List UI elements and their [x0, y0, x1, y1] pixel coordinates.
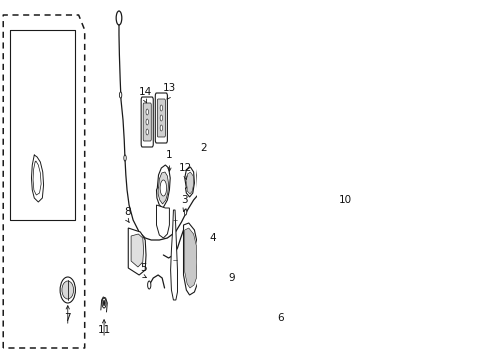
FancyBboxPatch shape [155, 93, 167, 143]
Ellipse shape [62, 281, 74, 299]
Polygon shape [158, 172, 168, 204]
Text: 6: 6 [276, 313, 283, 323]
Circle shape [261, 149, 263, 155]
Polygon shape [185, 172, 193, 194]
Text: 7: 7 [64, 313, 71, 323]
FancyBboxPatch shape [143, 103, 151, 141]
Polygon shape [278, 263, 290, 299]
Text: 4: 4 [209, 233, 215, 243]
Polygon shape [183, 223, 198, 295]
Ellipse shape [60, 277, 75, 303]
Circle shape [228, 241, 230, 245]
Polygon shape [184, 167, 194, 197]
Polygon shape [225, 223, 238, 264]
Text: 1: 1 [166, 150, 172, 160]
Polygon shape [224, 218, 240, 267]
Circle shape [209, 245, 217, 265]
Polygon shape [277, 258, 291, 302]
Text: 2: 2 [200, 143, 206, 153]
Text: 12: 12 [179, 163, 192, 173]
Circle shape [160, 115, 162, 121]
Circle shape [160, 105, 162, 111]
Circle shape [232, 235, 234, 239]
Circle shape [119, 92, 122, 98]
Polygon shape [131, 234, 143, 267]
Circle shape [347, 159, 349, 165]
Polygon shape [197, 155, 211, 210]
Text: 3: 3 [181, 195, 188, 205]
Text: 9: 9 [228, 273, 235, 283]
Circle shape [230, 235, 231, 239]
Circle shape [230, 247, 231, 251]
Polygon shape [170, 210, 177, 300]
Text: 10: 10 [338, 195, 351, 205]
Text: 11: 11 [97, 325, 110, 335]
Circle shape [202, 201, 205, 209]
Polygon shape [184, 228, 197, 288]
Polygon shape [337, 133, 352, 186]
Circle shape [232, 247, 234, 251]
Text: 13: 13 [163, 83, 176, 93]
Circle shape [341, 155, 344, 160]
Polygon shape [128, 228, 146, 275]
Text: 5: 5 [140, 263, 146, 273]
Circle shape [202, 186, 205, 194]
FancyBboxPatch shape [157, 99, 165, 137]
Circle shape [345, 167, 347, 172]
Circle shape [146, 129, 148, 135]
Circle shape [341, 164, 344, 169]
Circle shape [345, 152, 347, 157]
Polygon shape [156, 205, 169, 238]
Circle shape [160, 125, 162, 131]
Circle shape [207, 239, 220, 271]
Polygon shape [198, 160, 210, 207]
Circle shape [123, 155, 126, 161]
Circle shape [160, 180, 166, 196]
Circle shape [103, 301, 105, 306]
Circle shape [184, 209, 186, 215]
Circle shape [147, 281, 150, 289]
Circle shape [212, 251, 215, 259]
FancyBboxPatch shape [141, 97, 153, 147]
Circle shape [234, 241, 236, 245]
Circle shape [146, 119, 148, 125]
Polygon shape [339, 139, 351, 184]
Circle shape [146, 109, 148, 115]
Polygon shape [156, 165, 170, 208]
Circle shape [102, 298, 106, 308]
Text: 8: 8 [124, 207, 130, 217]
Circle shape [202, 168, 205, 176]
Text: 14: 14 [138, 87, 151, 97]
